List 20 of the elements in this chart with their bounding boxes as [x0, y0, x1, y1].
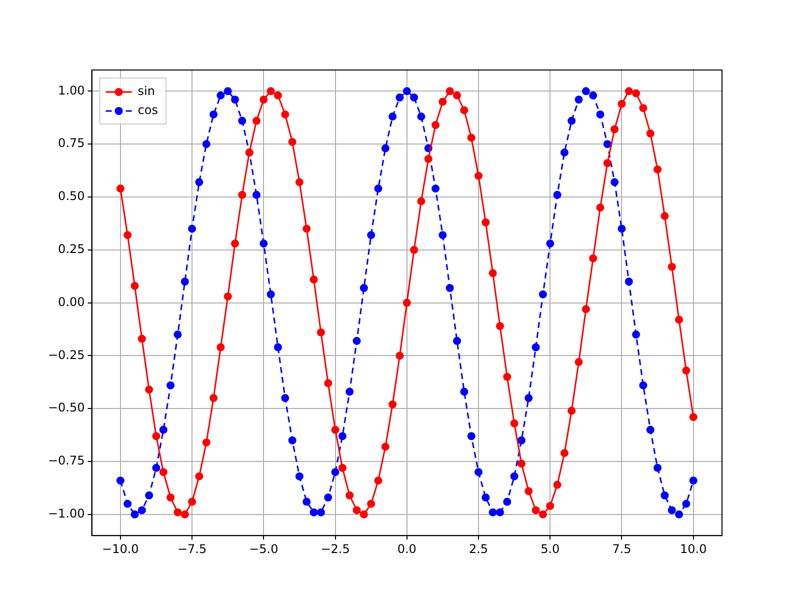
- y-tick-label: 1.00: [58, 83, 85, 98]
- legend-label: sin: [138, 84, 155, 98]
- y-tick-label: 0.50: [58, 189, 85, 204]
- x-tick-label: 0.0: [397, 542, 416, 556]
- x-tick-label: −7.5: [177, 542, 207, 556]
- y-tick-label: 0.00: [58, 294, 85, 309]
- y-tick-label: −0.50: [48, 400, 85, 415]
- x-tick-label: −10.0: [102, 542, 139, 556]
- x-tick-label: 2.5: [468, 542, 488, 556]
- x-tick-label: 5.0: [540, 542, 560, 556]
- x-tick-label: 10.0: [680, 542, 707, 556]
- x-tick-label: −5.0: [249, 542, 278, 556]
- y-tick-label: 0.25: [58, 242, 85, 256]
- legend-label: cos: [138, 103, 158, 118]
- x-tick-label: 7.5: [612, 542, 632, 556]
- y-tick-label: −0.25: [48, 348, 85, 362]
- x-tick-label: −2.5: [320, 542, 350, 556]
- y-tick-label: 0.75: [58, 136, 85, 150]
- y-tick-label: −0.75: [48, 454, 85, 468]
- y-tick-label: −1.00: [48, 506, 85, 521]
